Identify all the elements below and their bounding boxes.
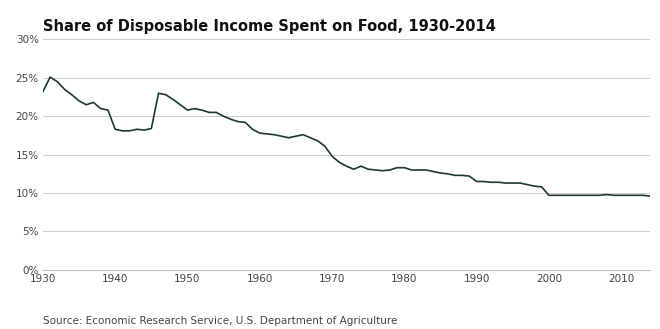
Text: Source: Economic Research Service, U.S. Department of Agriculture: Source: Economic Research Service, U.S. …	[43, 316, 397, 326]
Text: Share of Disposable Income Spent on Food, 1930-2014: Share of Disposable Income Spent on Food…	[43, 19, 496, 34]
